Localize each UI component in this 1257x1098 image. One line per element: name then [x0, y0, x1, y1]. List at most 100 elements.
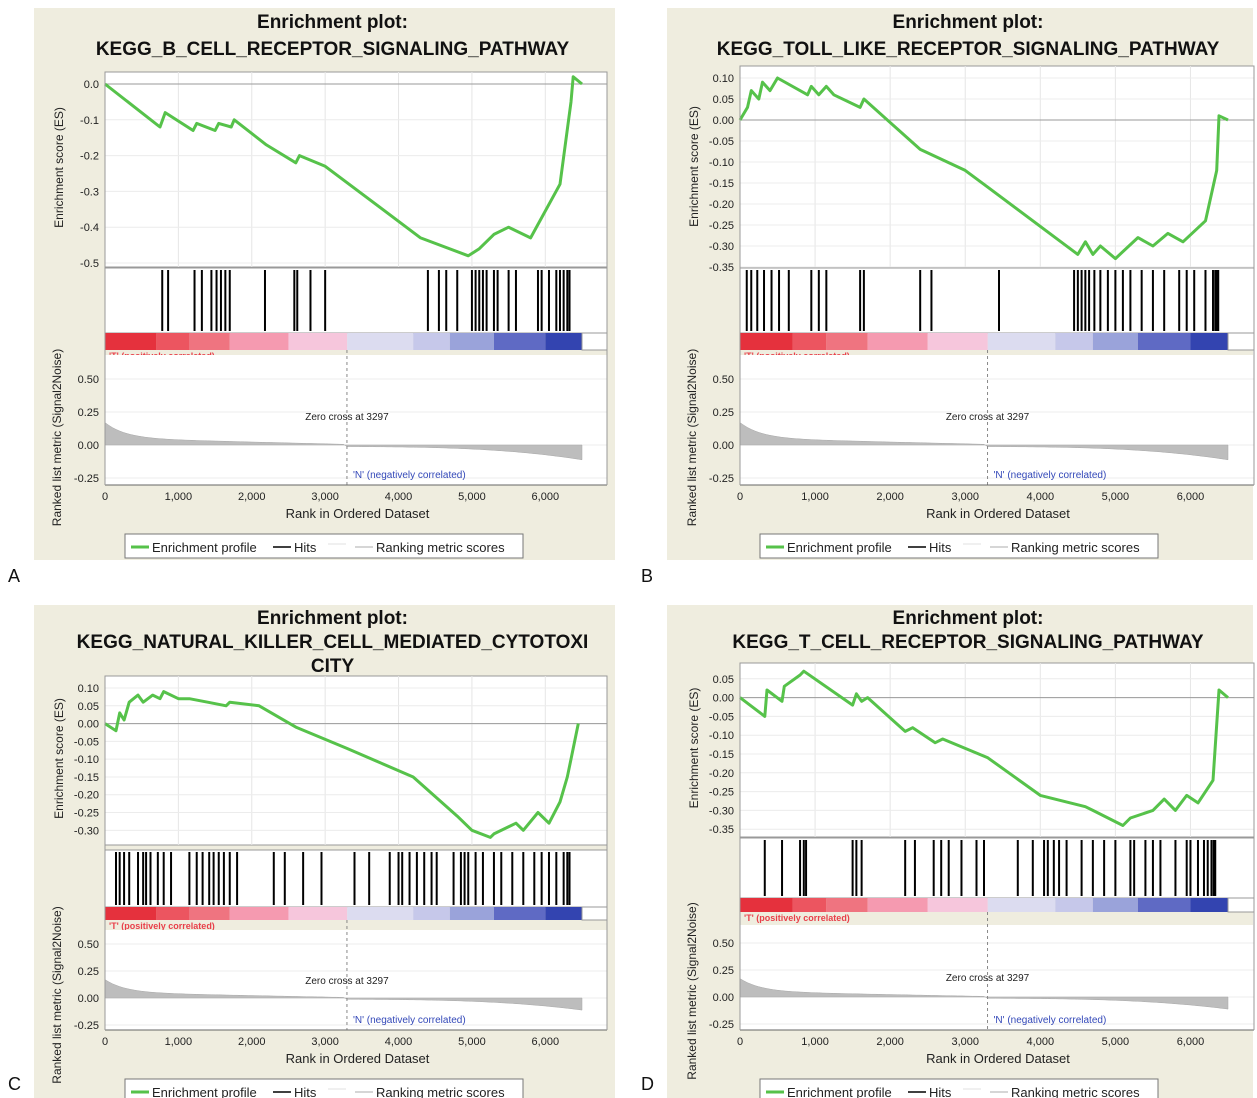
es-y-tick: -0.30 [709, 805, 734, 817]
x-tick-label: 4,000 [385, 491, 413, 503]
ranking-color-band [413, 333, 450, 350]
es-y-tick: 0.05 [713, 674, 734, 686]
es-ylabel: Enrichment score (ES) [687, 106, 701, 227]
panel-letter: B [641, 566, 653, 586]
x-tick-label: 6,000 [532, 491, 560, 503]
title-line-2: KEGG_TOLL_LIKE_RECEPTOR_SIGNALING_PATHWA… [717, 39, 1220, 60]
title-line-1: Enrichment plot: [257, 608, 408, 629]
es-ylabel: Enrichment score (ES) [687, 688, 701, 809]
color-bar-end [581, 332, 608, 351]
color-bar-end [581, 906, 608, 921]
ranking-color-band [987, 333, 1056, 350]
es-y-tick: 0.10 [78, 683, 99, 695]
es-ylabel: Enrichment score (ES) [52, 698, 66, 819]
es-y-tick: -0.15 [709, 749, 734, 761]
panel-letter: A [8, 566, 20, 586]
ranking-metric-fill [739, 422, 1229, 461]
positive-label: 'T' (positively correlated) [109, 921, 215, 931]
ranking-color-band [493, 333, 546, 350]
legend-label-hits: Hits [294, 1085, 317, 1098]
es-y-tick: -0.1 [80, 115, 99, 127]
ranking-color-band [1092, 333, 1138, 350]
metric-y-tick: 0.00 [78, 440, 99, 452]
x-tick-label: 6,000 [1177, 491, 1205, 503]
ranking-color-band [987, 898, 1056, 912]
panel-d: Enrichment plot: KEGG_T_CELL_RECEPTOR_SIG… [667, 605, 1255, 1098]
ranking-color-band [493, 907, 546, 920]
ranking-color-band [545, 907, 582, 920]
ranking-color-band [867, 898, 928, 912]
x-tick-label: 2,000 [876, 491, 904, 503]
legend-box [124, 1078, 524, 1098]
zero-cross-label: Zero cross at 3297 [305, 976, 389, 987]
enrichment-profile-line [104, 75, 583, 258]
es-y-tick: -0.15 [74, 772, 99, 784]
es-plot-area [739, 65, 1255, 272]
ranking-color-band [288, 907, 348, 920]
ranking-color-band [1137, 333, 1191, 350]
es-y-tick: -0.35 [709, 262, 734, 274]
x-tick-label: 1,000 [165, 491, 193, 503]
legend-label-metric: Ranking metric scores [376, 1085, 505, 1098]
es-y-tick: -0.25 [709, 220, 734, 232]
x-tick-label: 3,000 [311, 491, 339, 503]
hits-area [104, 267, 608, 334]
metric-y-tick: 0.00 [78, 993, 99, 1005]
ranking-metric-fill [739, 978, 1229, 1010]
x-tick-label: 6,000 [1177, 1036, 1205, 1048]
metric-y-tick: 0.50 [78, 939, 99, 951]
es-y-tick: 0.10 [713, 73, 734, 85]
ranking-metric-fill [104, 422, 583, 461]
legend-label-metric: Ranking metric scores [376, 540, 505, 555]
x-axis-label: Rank in Ordered Dataset [926, 506, 1070, 521]
title-line-1: Enrichment plot: [893, 608, 1044, 629]
legend: Enrichment profile Hits Ranking metric sco… [759, 1078, 1159, 1098]
es-y-tick: 0.0 [84, 79, 99, 91]
metric-area [105, 355, 607, 485]
es-y-tick: -0.20 [709, 199, 734, 211]
legend-label-metric: Ranking metric scores [1011, 1085, 1140, 1098]
ranking-color-band [545, 333, 582, 350]
metric-area [105, 930, 607, 1030]
panel-letter: D [641, 1074, 654, 1094]
x-tick-label: 3,000 [951, 491, 979, 503]
metric-y-tick: 0.00 [713, 992, 734, 1004]
legend-label-es: Enrichment profile [787, 1085, 892, 1098]
es-y-tick: -0.3 [80, 186, 99, 198]
metric-y-tick: 0.25 [713, 965, 734, 977]
ranking-color-band [347, 333, 414, 350]
ranking-color-band [1190, 333, 1228, 350]
positive-label: 'T' (positively correlated) [744, 913, 850, 923]
x-tick-label: 5,000 [458, 491, 486, 503]
x-tick-label: 4,000 [1027, 1036, 1055, 1048]
metric-y-tick: -0.25 [74, 1020, 99, 1032]
x-tick-label: 4,000 [385, 1036, 413, 1048]
es-y-tick: 0.05 [78, 701, 99, 713]
ranking-color-band [826, 898, 868, 912]
es-y-tick: -0.5 [80, 258, 99, 270]
zero-cross-label: Zero cross at 3297 [305, 412, 389, 423]
metric-y-tick: 0.50 [713, 374, 734, 386]
negative-label: 'N' (negatively correlated) [994, 470, 1107, 481]
hits-area [739, 837, 1255, 899]
enrichment-profile-line [104, 690, 580, 839]
ranking-color-band [413, 907, 450, 920]
ranking-color-band [189, 333, 230, 350]
x-tick-label: 5,000 [1102, 1036, 1130, 1048]
ranking-color-band [867, 333, 928, 350]
ranking-color-band [449, 333, 494, 350]
enrichment-profile-line [739, 669, 1229, 827]
x-tick-label: 5,000 [1102, 491, 1130, 503]
x-tick-label: 3,000 [311, 1036, 339, 1048]
x-tick-label: 6,000 [532, 1036, 560, 1048]
metric-ylabel: Ranked list metric (Signal2Noise) [50, 349, 64, 526]
es-y-tick: -0.25 [709, 787, 734, 799]
es-y-tick: -0.15 [709, 178, 734, 190]
es-y-tick: -0.05 [709, 711, 734, 723]
es-y-tick: -0.20 [709, 768, 734, 780]
es-y-tick: -0.2 [80, 151, 99, 163]
ranking-color-band [1137, 898, 1191, 912]
es-y-tick: -0.05 [709, 136, 734, 148]
metric-ylabel: Ranked list metric (Signal2Noise) [50, 906, 64, 1083]
